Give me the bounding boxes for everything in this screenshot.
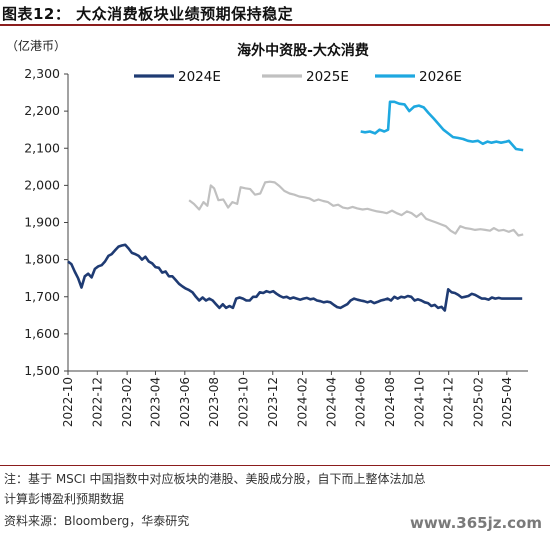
footnote-line-1: 注：基于 MSCI 中国指数中对应板块的港股、美股成分股，自下而上整体法加总 [4,472,426,486]
footnote-line-2: 计算彭博盈利预期数据 [4,492,125,506]
y-tick-label: 2,100 [24,140,60,155]
x-tick-label: 2024-12 [442,377,456,427]
x-tick-label: 2025-04 [500,377,514,427]
x-tick-label: 2023-06 [178,377,192,427]
y-tick-label: 2,000 [24,177,60,192]
y-axis: 1,500 1,600 1,700 1,800 1,900 2,000 2,100 2,200… [24,66,69,378]
x-tick-label: 2023-08 [207,377,221,427]
x-tick-label: 2023-04 [148,377,162,427]
series-line-2026E [360,100,524,152]
x-axis: 2022-10 2022-12 2023-02 2023-04 2023-06 2023-… [61,370,528,427]
legend-label-2025E: 2025E [306,69,349,85]
header-rule [0,24,550,26]
x-tick-label: 2022-12 [90,377,104,427]
x-tick-label: 2024-10 [412,377,426,427]
legend-label-2026E: 2026E [419,69,462,85]
footer-rule [0,465,550,466]
y-tick-label: 1,800 [24,252,60,267]
watermark: www.365jz.com [409,514,542,532]
x-tick-label: 2025-02 [471,377,485,427]
x-tick-label: 2024-08 [383,377,397,427]
figure-header: 图表12： 大众消费板块业绩预期保持稳定 [0,0,550,26]
y-tick-label: 1,500 [24,363,60,378]
figure-title: 图表12： 大众消费板块业绩预期保持稳定 [2,5,294,23]
y-tick-label: 2,200 [24,103,60,118]
x-tick-label: 2023-10 [236,377,250,427]
x-tick-label: 2024-02 [296,377,310,427]
chart-title: 海外中资股-大众消费 [237,42,369,59]
source-note: 资料来源：Bloomberg，华泰研究 [4,514,190,528]
x-tick-label: 2024-06 [354,377,368,427]
x-tick-label: 2024-04 [324,377,338,427]
x-tick-label: 2023-02 [120,377,134,427]
line-chart: （亿港币） 海外中资股-大众消费 2024E 2025E 2026E 1,5001,… [6,38,528,427]
y-tick-label: 2,300 [24,66,60,81]
x-tick-label: 2023-12 [266,377,280,427]
series-line-2025E [188,180,524,237]
y-tick-label: 1,900 [24,215,60,230]
series-line-2024E [67,243,523,312]
y-axis-unit: （亿港币） [6,38,66,53]
y-tick-label: 1,600 [24,326,60,341]
y-tick-label: 1,700 [24,289,60,304]
series-group [67,100,524,312]
chart-legend: 2024E 2025E 2026E [134,69,462,85]
x-tick-label: 2022-10 [61,377,75,427]
legend-label-2024E: 2024E [178,69,221,85]
